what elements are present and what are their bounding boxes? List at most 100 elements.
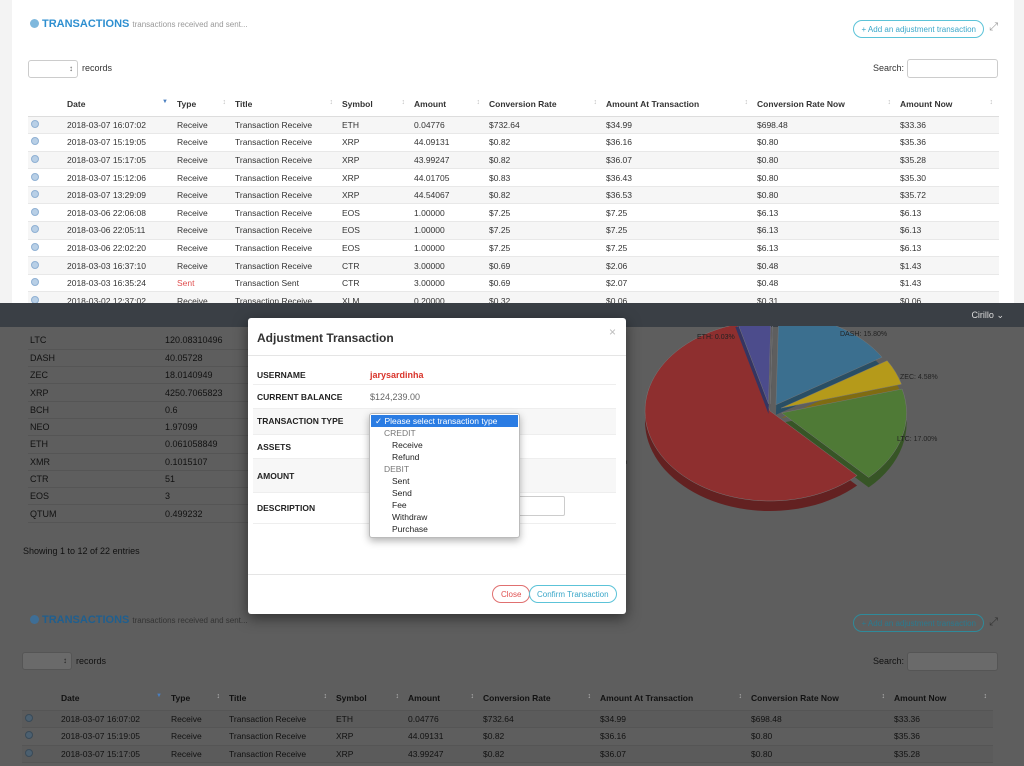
row-detail-icon[interactable]: [31, 119, 39, 128]
search-input[interactable]: [907, 652, 998, 671]
column-header-type[interactable]: Type: [168, 686, 226, 711]
column-header-title[interactable]: Title: [226, 686, 333, 711]
column-header-amount-at-transaction[interactable]: Amount At Transaction: [597, 686, 748, 711]
balance-row: QTUM 0.499232: [28, 504, 250, 523]
column-header-symbol[interactable]: Symbol: [333, 686, 405, 711]
row-detail-icon[interactable]: [31, 260, 39, 269]
row-detail-icon[interactable]: [31, 242, 39, 251]
row-detail-icon[interactable]: [31, 190, 39, 199]
table-row[interactable]: 2018-03-07 15:19:05 Receive Transaction Re…: [22, 727, 993, 746]
row-detail-icon[interactable]: [31, 225, 39, 234]
table-row[interactable]: 2018-03-07 16:07:02 Receive Transaction Re…: [28, 116, 999, 135]
table-row[interactable]: 2018-03-03 16:35:24 Sent Transaction Sent C…: [28, 274, 999, 293]
transactions-panel: TRANSACTIONS transactions received and se…: [12, 0, 1014, 311]
table-cell: $36.16: [597, 727, 748, 746]
dropdown-option-fee[interactable]: Fee: [392, 500, 407, 510]
expand-icon[interactable]: ⤢: [989, 21, 998, 33]
row-detail-icon[interactable]: [31, 154, 39, 163]
row-select-cell[interactable]: [28, 168, 64, 187]
row-detail-icon[interactable]: [31, 172, 39, 181]
pie-slice-xrp[interactable]: [644, 323, 858, 502]
table-cell: 2018-03-07 15:12:06: [64, 168, 174, 187]
table-row[interactable]: 2018-03-07 15:19:05 Receive Transaction Re…: [28, 133, 999, 152]
row-select-cell[interactable]: [28, 116, 64, 135]
table-cell: Transaction Receive: [232, 239, 339, 258]
dropdown-option-sent[interactable]: Sent: [392, 476, 410, 486]
row-detail-icon[interactable]: [25, 748, 33, 757]
table-row[interactable]: 2018-03-06 22:06:08 Receive Transaction Re…: [28, 203, 999, 223]
row-select-cell[interactable]: [28, 239, 64, 258]
table-cell: $0.82: [486, 186, 603, 205]
row-select-cell[interactable]: [22, 710, 58, 729]
row-select-cell[interactable]: [28, 133, 64, 152]
dropdown-option-selected[interactable]: ✓ Please select transaction type: [371, 415, 518, 427]
row-select-cell[interactable]: [28, 256, 64, 275]
transaction-type-dropdown[interactable]: ✓ Please select transaction type CREDIT …: [369, 413, 520, 538]
table-cell: $0.80: [748, 745, 891, 764]
close-icon[interactable]: ×: [608, 325, 616, 339]
row-detail-icon[interactable]: [25, 713, 33, 722]
column-header-amount-now[interactable]: Amount Now: [891, 686, 993, 711]
column-header-amount[interactable]: Amount: [411, 92, 486, 117]
dropdown-option-receive[interactable]: Receive: [392, 440, 423, 450]
row-select-cell[interactable]: [28, 203, 64, 223]
row-detail-icon[interactable]: [31, 207, 39, 216]
table-cell: $36.16: [603, 133, 754, 152]
row-detail-icon[interactable]: [31, 137, 39, 146]
row-detail-icon[interactable]: [25, 731, 33, 740]
dropdown-option-send[interactable]: Send: [392, 488, 412, 498]
dropdown-option-purchase[interactable]: Purchase: [392, 524, 428, 534]
row-select-cell[interactable]: [28, 221, 64, 240]
modal-title: Adjustment Transaction: [257, 331, 394, 345]
pie-slice-zec[interactable]: [780, 360, 902, 409]
balance-amount: 0.6: [163, 401, 250, 419]
row-select-cell[interactable]: [28, 274, 64, 293]
column-header-date[interactable]: Date: [64, 92, 174, 117]
table-row[interactable]: 2018-03-07 15:17:05 Receive Transaction Re…: [22, 745, 993, 764]
table-row[interactable]: 2018-03-06 22:05:11 Receive Transaction Re…: [28, 221, 999, 240]
expand-icon[interactable]: ⤢: [989, 616, 998, 628]
column-header-amount[interactable]: Amount: [405, 686, 480, 711]
records-per-page-select[interactable]: ↕: [28, 60, 78, 78]
column-header-symbol[interactable]: Symbol: [339, 92, 411, 117]
pie-slice-eth[interactable]: [770, 313, 774, 404]
table-cell: 44.01705: [411, 168, 486, 187]
add-adjustment-button[interactable]: + Add an adjustment transaction: [853, 20, 984, 38]
table-row[interactable]: 2018-03-07 16:07:02 Receive Transaction Re…: [22, 710, 993, 729]
table-row[interactable]: 2018-03-03 16:37:10 Receive Transaction Re…: [28, 256, 999, 275]
table-row[interactable]: 2018-03-07 13:29:09 Receive Transaction Re…: [28, 186, 999, 205]
table-row[interactable]: 2018-03-07 15:17:05 Receive Transaction Re…: [28, 151, 999, 170]
table-cell: CTR: [339, 256, 411, 275]
table-row[interactable]: 2018-03-06 22:02:20 Receive Transaction Re…: [28, 239, 999, 258]
dropdown-option-refund[interactable]: Refund: [392, 452, 420, 462]
user-menu[interactable]: Cirillo ⌄: [971, 310, 1004, 321]
row-select-cell[interactable]: [28, 186, 64, 205]
row-select-cell[interactable]: [22, 727, 58, 746]
column-header-conversion-rate-now[interactable]: Conversion Rate Now: [754, 92, 897, 117]
column-header-date[interactable]: Date: [58, 686, 168, 711]
column-header-amount-now[interactable]: Amount Now: [897, 92, 999, 117]
table-row[interactable]: 2018-03-07 15:12:06 Receive Transaction Re…: [28, 168, 999, 187]
pie-label-eth: ETH: 0.03%: [697, 334, 735, 341]
column-header-amount-at-transaction[interactable]: Amount At Transaction: [603, 92, 754, 117]
column-header-title[interactable]: Title: [232, 92, 339, 117]
table-cell: 0.04776: [411, 116, 486, 135]
table-header-row: DateTypeTitleSymbolAmountConversion Rate…: [22, 686, 993, 711]
table-cell: Receive: [174, 151, 232, 170]
column-header-conversion-rate-now[interactable]: Conversion Rate Now: [748, 686, 891, 711]
row-select-cell[interactable]: [22, 745, 58, 764]
confirm-transaction-button[interactable]: Confirm Transaction: [529, 585, 617, 603]
coins-icon: [30, 19, 39, 28]
column-header-type[interactable]: Type: [174, 92, 232, 117]
row-detail-icon[interactable]: [31, 278, 39, 287]
pie-slice-ltc[interactable]: [780, 388, 907, 478]
search-input[interactable]: [907, 59, 998, 78]
records-per-page-select[interactable]: ↕: [22, 652, 72, 670]
column-header-conversion-rate[interactable]: Conversion Rate: [480, 686, 597, 711]
dropdown-option-withdraw[interactable]: Withdraw: [392, 512, 428, 522]
table-cell: ETH: [339, 116, 411, 135]
column-header-conversion-rate[interactable]: Conversion Rate: [486, 92, 603, 117]
close-button[interactable]: Close: [492, 585, 531, 603]
add-adjustment-button[interactable]: + Add an adjustment transaction: [853, 614, 984, 632]
row-select-cell[interactable]: [28, 151, 64, 170]
